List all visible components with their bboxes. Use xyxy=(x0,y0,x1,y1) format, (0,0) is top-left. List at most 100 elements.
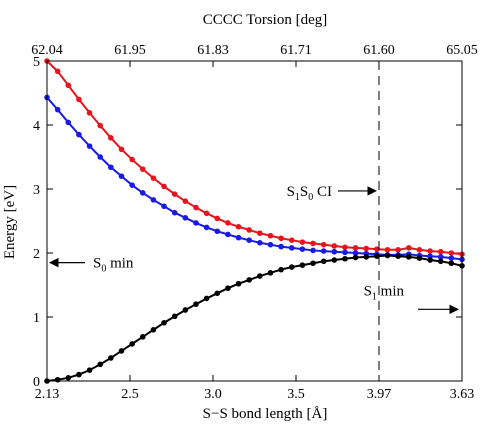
data-point xyxy=(150,197,157,203)
data-point xyxy=(427,253,433,259)
data-point xyxy=(257,230,263,236)
data-point xyxy=(427,257,433,263)
series-line xyxy=(46,254,463,382)
data-point xyxy=(76,371,82,378)
data-point xyxy=(288,237,295,243)
data-point xyxy=(182,198,189,204)
data-point xyxy=(118,348,125,354)
data-point xyxy=(235,280,242,287)
data-point xyxy=(331,248,338,255)
data-point xyxy=(320,248,327,254)
data-point xyxy=(76,131,82,138)
data-point xyxy=(65,119,72,126)
data-point xyxy=(374,253,380,259)
data-point xyxy=(193,204,199,211)
x-tick-label: 2.5 xyxy=(121,387,139,402)
data-point xyxy=(320,258,327,265)
data-point xyxy=(171,313,178,320)
series-2 xyxy=(44,252,465,384)
data-point xyxy=(363,245,370,252)
data-point xyxy=(257,273,263,279)
data-point xyxy=(139,166,146,172)
data-point xyxy=(235,234,242,241)
data-point xyxy=(86,367,93,373)
data-point xyxy=(86,143,93,149)
data-point xyxy=(320,241,327,248)
data-point xyxy=(448,260,455,267)
top-x-tick-label: 65.05 xyxy=(446,43,478,58)
data-point xyxy=(129,341,135,347)
data-point xyxy=(437,254,444,260)
data-point xyxy=(161,203,167,210)
data-point xyxy=(405,254,412,260)
data-point xyxy=(267,232,274,239)
x-tick-label: 2.13 xyxy=(35,387,60,402)
y-tick-label: 0 xyxy=(33,375,40,390)
data-point xyxy=(129,182,135,188)
annotation-layer: S0 min S1S0 CI S1 min xyxy=(49,184,459,315)
data-point xyxy=(54,68,61,75)
data-point xyxy=(97,154,104,160)
tick-layer: 0 1 2 3 4 5 2.13 62.04 2.5 61.95 3.0 61.83 3.5 61.71 3… xyxy=(31,43,478,402)
top-x-tick-label: 61.95 xyxy=(114,43,146,58)
data-point xyxy=(331,257,338,263)
top-axis-title: CCCC Torsion [deg] xyxy=(203,12,328,28)
data-point xyxy=(86,110,93,116)
data-point xyxy=(384,247,391,253)
ci-label: S1S0 CI xyxy=(287,184,332,203)
s0-min-label: S0 min xyxy=(93,256,134,275)
series-layer xyxy=(44,58,465,384)
data-point xyxy=(76,96,82,103)
data-point xyxy=(288,245,295,251)
y-axis-title: Energy [eV] xyxy=(2,185,18,259)
data-point xyxy=(171,209,178,216)
x-tick-label: 3.63 xyxy=(450,387,475,402)
data-point xyxy=(267,241,274,248)
data-point xyxy=(54,376,61,383)
data-point xyxy=(129,156,135,163)
top-x-tick-label: 61.71 xyxy=(280,43,312,58)
data-point xyxy=(448,255,455,261)
data-point xyxy=(246,277,252,283)
data-point xyxy=(384,252,391,259)
series-0 xyxy=(44,58,465,258)
data-point xyxy=(342,249,348,256)
x-tick-label: 3.0 xyxy=(204,387,222,402)
data-point xyxy=(395,247,401,253)
data-point xyxy=(139,190,146,196)
data-point xyxy=(278,266,284,273)
series-line xyxy=(46,96,463,261)
data-point xyxy=(246,237,252,243)
data-point xyxy=(214,290,221,297)
data-point xyxy=(342,244,348,251)
data-point xyxy=(267,270,274,276)
top-x-tick-label: 61.83 xyxy=(197,43,229,58)
x-tick-label: 3.97 xyxy=(367,387,392,402)
data-point xyxy=(257,239,263,246)
data-point xyxy=(214,215,221,222)
top-x-tick-label: 62.04 xyxy=(31,43,63,58)
data-point xyxy=(405,245,412,251)
data-point xyxy=(278,235,284,242)
data-point xyxy=(54,106,61,113)
data-point xyxy=(97,122,104,129)
y-tick-label: 4 xyxy=(33,119,40,134)
y-tick-label: 2 xyxy=(33,247,40,262)
data-point xyxy=(331,243,338,249)
data-point xyxy=(342,255,348,262)
data-point xyxy=(278,243,284,250)
data-point xyxy=(182,307,189,313)
data-point xyxy=(437,248,444,255)
data-point xyxy=(150,175,157,181)
data-point xyxy=(193,301,199,308)
data-point xyxy=(225,231,231,238)
data-point xyxy=(225,285,231,292)
data-point xyxy=(108,355,114,361)
data-point xyxy=(65,375,72,381)
data-point xyxy=(299,246,306,252)
data-point xyxy=(437,258,444,265)
data-point xyxy=(246,227,252,233)
data-point xyxy=(161,319,167,326)
data-point xyxy=(108,135,114,141)
